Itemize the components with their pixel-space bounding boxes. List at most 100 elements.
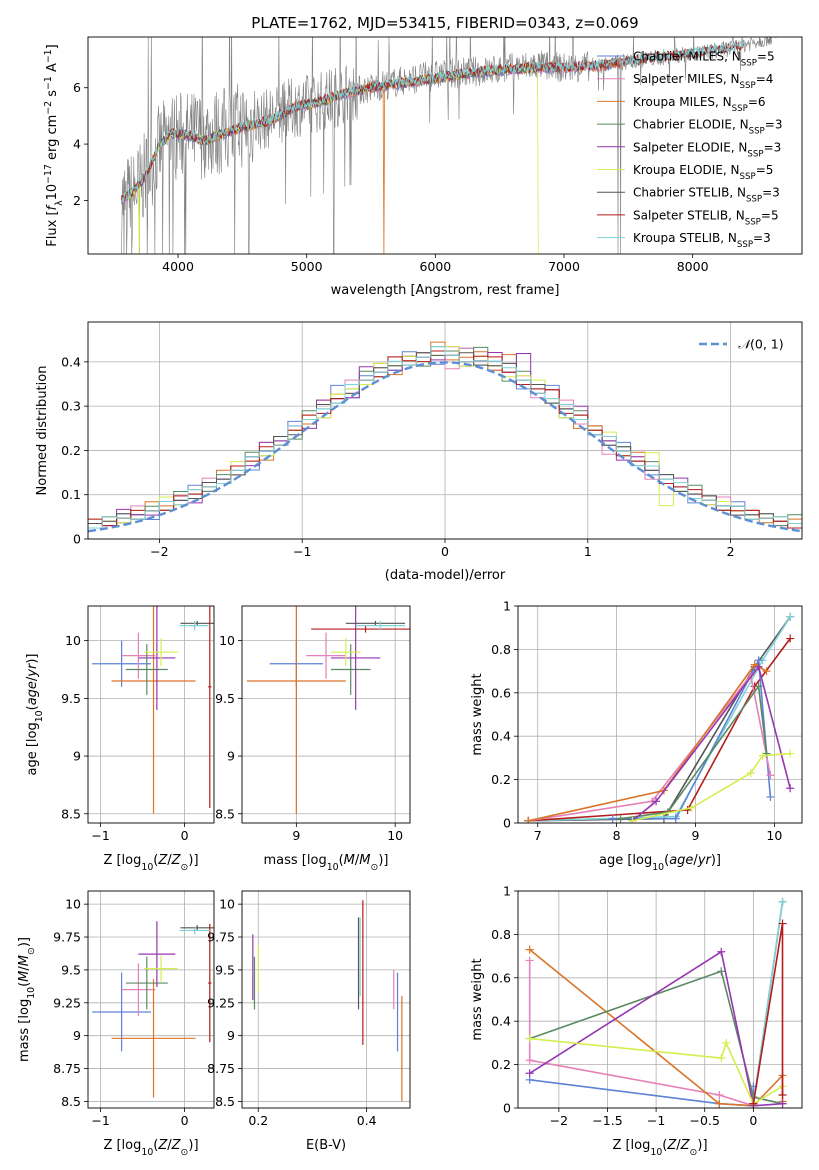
label-part: ⊙ bbox=[181, 862, 189, 873]
y-tick-label: 0 bbox=[503, 816, 511, 831]
x-tick-label: 4000 bbox=[162, 259, 194, 274]
weight-point bbox=[524, 816, 533, 823]
y-axis-label: age [log10(age/yr)] bbox=[25, 653, 45, 775]
y-tick-label: 8.75 bbox=[207, 1061, 235, 1076]
plot-area bbox=[518, 891, 802, 1108]
label-part: =6 bbox=[748, 95, 766, 109]
weight-series-line bbox=[528, 960, 754, 1107]
label-part: M bbox=[17, 971, 32, 982]
weight-point bbox=[652, 797, 661, 806]
label-part: (0, 1) bbox=[750, 337, 784, 352]
x-tick-label: 5000 bbox=[291, 259, 323, 274]
label-part: ( bbox=[662, 1138, 667, 1153]
x-tick-label: −1 bbox=[91, 1113, 109, 1128]
weight-point bbox=[749, 1099, 758, 1108]
weight-point bbox=[608, 814, 617, 823]
x-tick-label: −0.5 bbox=[690, 1113, 720, 1128]
weight-point bbox=[786, 784, 795, 793]
label-part: Salpeter STELIB, N bbox=[633, 208, 745, 222]
x-axis-label: age [log10(age/yr)] bbox=[599, 853, 721, 873]
label-part: 10 bbox=[34, 710, 45, 722]
weight-point bbox=[786, 612, 795, 621]
label-part: SSP bbox=[749, 127, 765, 137]
weight-point bbox=[687, 803, 696, 812]
label-part: Kroupa STELIB, N bbox=[633, 231, 737, 245]
y-tick-label: 0.1 bbox=[61, 487, 81, 502]
y-tick-label: 9.5 bbox=[215, 962, 235, 977]
legend: 𝒩(0, 1) bbox=[699, 337, 784, 352]
x-tick-label: 9 bbox=[292, 828, 300, 843]
label-part: Kroupa ELODIE, N bbox=[633, 163, 740, 177]
label-part: −1 bbox=[43, 49, 54, 63]
axes-frame bbox=[87, 605, 215, 824]
label-part: Chabrier ELODIE, N bbox=[633, 118, 749, 132]
weight-point bbox=[778, 897, 787, 906]
y-tick-label: 0.2 bbox=[61, 443, 81, 458]
label-part: Z bbox=[157, 853, 168, 868]
label-part: Z bbox=[680, 1138, 691, 1153]
y-axis-label: Flux [fλ10−17 erg cm−2 s−1 A−1] bbox=[43, 44, 65, 246]
label-part: age bbox=[669, 853, 693, 868]
x-tick-label: 8 bbox=[613, 828, 621, 843]
y-tick-label: 8.5 bbox=[215, 1094, 235, 1109]
label-part: SSP bbox=[747, 149, 763, 159]
label-part: )] bbox=[188, 1138, 198, 1153]
y-tick-label: 0.3 bbox=[61, 399, 81, 414]
label-part: SSP bbox=[737, 240, 753, 250]
y-tick-label: 0.6 bbox=[491, 685, 511, 700]
label-part: f bbox=[45, 203, 60, 210]
label-part: 10 bbox=[45, 184, 60, 201]
y-tick-label: 4 bbox=[73, 137, 81, 152]
plot-area bbox=[88, 606, 214, 823]
y-tick-label: 1 bbox=[503, 599, 511, 614]
y-tick-label: 10 bbox=[219, 633, 235, 648]
plot-area bbox=[242, 891, 410, 1108]
label-part: age [log bbox=[599, 853, 652, 868]
y-tick-label: 8.75 bbox=[53, 1061, 81, 1076]
weight-point bbox=[766, 771, 775, 780]
weight-series-line bbox=[528, 616, 791, 822]
x-tick-label: −1 bbox=[647, 1113, 665, 1128]
histogram-series bbox=[88, 346, 802, 529]
y-tick-label: 0.4 bbox=[491, 1014, 511, 1029]
weight-point bbox=[786, 634, 795, 643]
y-tick-label: 0 bbox=[503, 1101, 511, 1116]
label-part: )] bbox=[25, 653, 40, 663]
legend-entry: Salpeter STELIB, NSSP=5 bbox=[633, 208, 779, 227]
panel-residuals: −2 −1 0 1 2 0 0.1 0.2 0.3 0.4 bbox=[61, 321, 803, 559]
weight-point bbox=[671, 814, 680, 823]
weight-point bbox=[628, 816, 637, 823]
label-part: ⊙ bbox=[371, 862, 379, 873]
weight-point bbox=[722, 1038, 731, 1047]
y-axis-label: Normed distribution bbox=[35, 366, 50, 496]
label-part: Z bbox=[171, 853, 182, 868]
y-tick-label: 0.4 bbox=[61, 354, 81, 369]
y-tick-label: 0.2 bbox=[491, 1057, 511, 1072]
x-axis-label: Z [log10(Z/Z⊙)] bbox=[103, 1138, 198, 1158]
label-part: SSP bbox=[732, 104, 748, 114]
legend-entry: Salpeter MILES, NSSP=4 bbox=[633, 72, 773, 91]
label-part: ( bbox=[25, 705, 40, 710]
x-tick-label: 0 bbox=[181, 828, 189, 843]
weight-point bbox=[778, 1099, 787, 1108]
label-part: age bbox=[25, 681, 40, 705]
label-part: ⊙ bbox=[690, 1147, 698, 1158]
weight-series-line bbox=[529, 970, 783, 1105]
x-axis-label: (data-model)/error bbox=[385, 568, 506, 583]
label-part: SSP bbox=[740, 81, 756, 91]
label-part: =3 bbox=[762, 186, 780, 200]
x-tick-label: −2 bbox=[150, 544, 168, 559]
spectrum-lines bbox=[121, 37, 777, 254]
weight-point bbox=[717, 1054, 726, 1063]
panel-z-mass: −1 0 8.5 8.75 9 9.25 9.5 9.75 10 bbox=[53, 890, 215, 1128]
label-part: E(B-V) bbox=[306, 1138, 346, 1153]
label-part: / bbox=[355, 853, 360, 868]
y-tick-label: 9.75 bbox=[53, 930, 81, 945]
weight-series-line bbox=[528, 638, 791, 822]
weight-series-line bbox=[631, 665, 791, 822]
axes-frame bbox=[87, 890, 215, 1109]
label-part: ⊙ bbox=[181, 1147, 189, 1158]
y-tick-label: 0.2 bbox=[491, 772, 511, 787]
weight-point bbox=[715, 1099, 724, 1108]
label-part: Salpeter ELODIE, N bbox=[633, 140, 747, 154]
